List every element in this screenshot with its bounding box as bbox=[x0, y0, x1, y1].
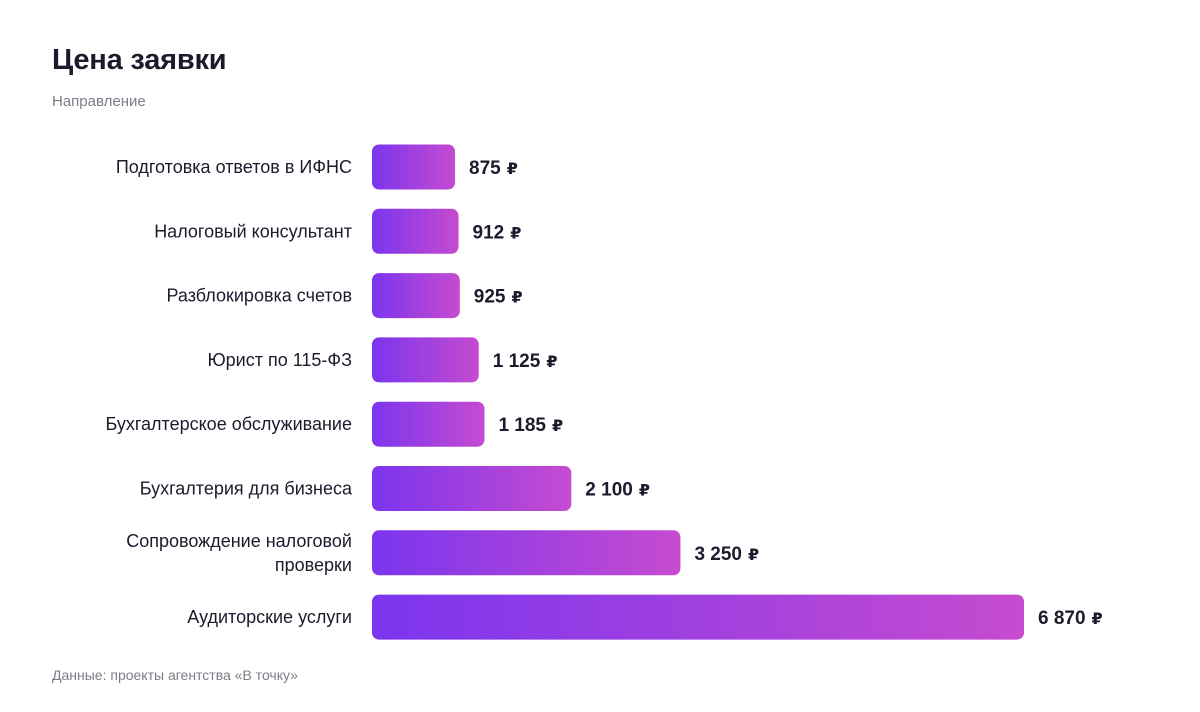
bar-row: Юрист по 115-ФЗ 1 125 ₽ bbox=[207, 337, 558, 383]
bar bbox=[372, 466, 572, 511]
bar bbox=[372, 337, 479, 383]
value-label: 1 125 ₽ bbox=[493, 351, 558, 372]
category-label: Сопровождение налоговой проверки bbox=[126, 531, 352, 575]
bar-row: Налоговый консультант 912 ₽ bbox=[154, 208, 522, 254]
bar bbox=[372, 530, 681, 576]
bar-row: Бухгалтерское обслуживание 1 185 ₽ bbox=[105, 401, 563, 447]
bar bbox=[372, 401, 485, 447]
bar-row: Разблокировка счетов 925 ₽ bbox=[167, 273, 523, 319]
value-label: 1 185 ₽ bbox=[498, 415, 563, 436]
category-label: Налоговый консультант bbox=[154, 221, 352, 241]
value-label: 3 250 ₽ bbox=[694, 544, 759, 565]
bars-group: Подготовка ответов в ИФНС 875 ₽ Налоговый к… bbox=[105, 144, 1103, 640]
bar bbox=[372, 594, 1024, 640]
bar-row: Бухгалтерия для бизнеса 2 100 ₽ bbox=[140, 466, 650, 511]
bar bbox=[372, 273, 460, 319]
category-label: Аудиторские услуги bbox=[187, 607, 352, 627]
category-label: Подготовка ответов в ИФНС bbox=[116, 157, 352, 177]
category-label: Разблокировка счетов bbox=[167, 286, 352, 306]
chart-title: Цена заявки bbox=[52, 44, 227, 76]
axis-caption: Направление bbox=[52, 93, 146, 110]
value-label: 875 ₽ bbox=[469, 158, 518, 179]
category-label: Юрист по 115-ФЗ bbox=[207, 350, 352, 370]
category-label: Бухгалтерия для бизнеса bbox=[140, 479, 353, 499]
bar bbox=[372, 144, 456, 190]
value-label: 925 ₽ bbox=[474, 287, 523, 308]
value-label: 912 ₽ bbox=[473, 222, 522, 243]
value-label: 2 100 ₽ bbox=[585, 480, 650, 501]
bar bbox=[372, 208, 459, 254]
category-label: Бухгалтерское обслуживание bbox=[105, 414, 352, 434]
bar-row: Подготовка ответов в ИФНС 875 ₽ bbox=[116, 144, 518, 190]
bar-row: Сопровождение налоговой проверки 3 250 ₽ bbox=[126, 530, 759, 576]
value-label: 6 870 ₽ bbox=[1038, 608, 1103, 629]
bar-row: Аудиторские услуги 6 870 ₽ bbox=[187, 594, 1103, 640]
data-source-note: Данные: проекты агентства «В точку» bbox=[52, 667, 298, 683]
